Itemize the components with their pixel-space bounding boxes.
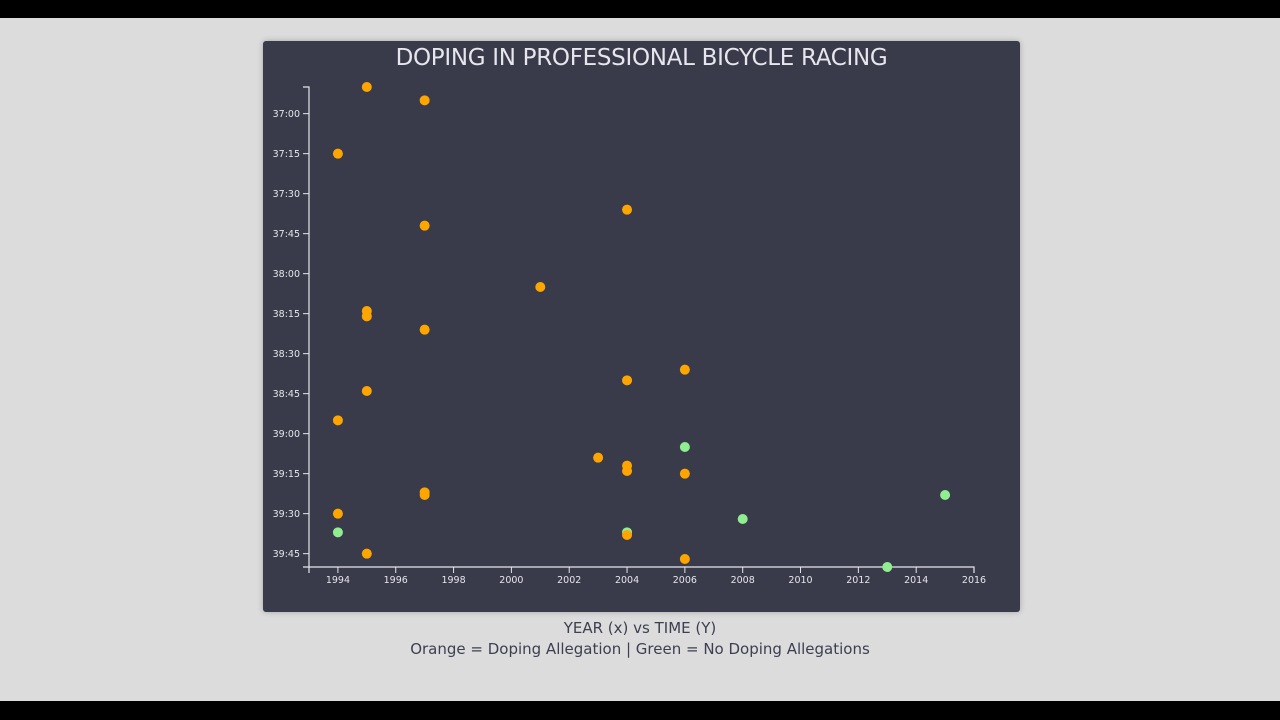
chart-title: DOPING IN PROFESSIONAL BICYCLE RACING [395,45,888,71]
x-tick-label: 2010 [788,575,812,586]
data-point-doping[interactable] [332,415,343,426]
y-tick-label: 38:30 [273,349,300,360]
y-tick-label: 38:00 [273,269,300,280]
x-tick-label: 2006 [673,575,697,586]
data-point-clean[interactable] [940,490,951,500]
y-tick-label: 37:15 [273,149,300,160]
y-tick-label: 38:15 [273,309,300,320]
scatter-plot: 37:00 37:15 37:30 37:45 38:00 38:15 38:30 38:45… [273,82,986,586]
data-point-doping[interactable] [593,452,604,463]
y-tick-label: 38:45 [273,389,300,400]
data-point-clean[interactable] [737,514,748,524]
data-point-doping[interactable] [622,375,633,386]
data-point-doping[interactable] [332,508,343,519]
y-tick-label: 37:45 [273,229,300,240]
y-axis: 37:00 37:15 37:30 37:45 38:00 38:15 38:30 38:45… [273,86,310,568]
data-point-doping[interactable] [361,82,372,92]
data-point-doping[interactable] [679,468,690,479]
data-point-doping[interactable] [622,204,633,215]
x-tick-label: 2000 [499,575,523,586]
chart-card: DOPING IN PROFESSIONAL BICYCLE RACING 37… [263,41,1020,612]
y-tick-label: 39:30 [273,509,300,520]
data-point-clean[interactable] [332,527,343,538]
data-point-doping[interactable] [622,530,633,540]
x-tick-label: 2008 [731,575,755,586]
data-point-doping[interactable] [419,324,430,335]
data-point-doping[interactable] [361,548,372,559]
data-points [332,82,951,572]
x-axis: 1994 1996 1998 2000 2002 2004 2006 2008 2010 2012… [308,566,986,586]
x-tick-label: 2014 [904,575,928,586]
data-point-doping[interactable] [361,386,372,396]
letterbox-top [0,0,1280,18]
y-tick-label: 37:30 [273,189,300,200]
data-point-doping[interactable] [535,282,546,292]
y-tick-label: 39:00 [273,429,300,440]
legend-caption: Orange = Doping Allegation | Green = No … [410,640,870,658]
y-tick-label: 39:45 [273,549,300,560]
page-background: DOPING IN PROFESSIONAL BICYCLE RACING 37… [0,18,1280,701]
data-point-doping[interactable] [622,466,633,476]
data-point-doping[interactable] [361,311,372,322]
data-point-doping[interactable] [679,364,690,375]
x-tick-label: 2002 [557,575,581,586]
letterbox-bottom [0,701,1280,720]
data-point-doping[interactable] [332,148,343,159]
data-point-doping[interactable] [679,554,690,564]
x-tick-label: 2016 [962,575,986,586]
data-point-clean[interactable] [882,562,893,572]
y-tick-label: 37:00 [273,109,300,120]
x-tick-label: 2004 [615,575,639,586]
data-point-clean[interactable] [679,442,690,452]
x-tick-label: 1996 [384,575,408,586]
axis-caption: YEAR (x) vs TIME (Y) [563,619,717,637]
x-tick-label: 1998 [441,575,465,586]
y-tick-label: 39:15 [273,469,300,480]
x-tick-label: 2012 [846,575,870,586]
data-point-doping[interactable] [419,95,430,106]
x-tick-label: 1994 [326,575,350,586]
data-point-doping[interactable] [419,490,430,500]
data-point-doping[interactable] [419,220,430,231]
